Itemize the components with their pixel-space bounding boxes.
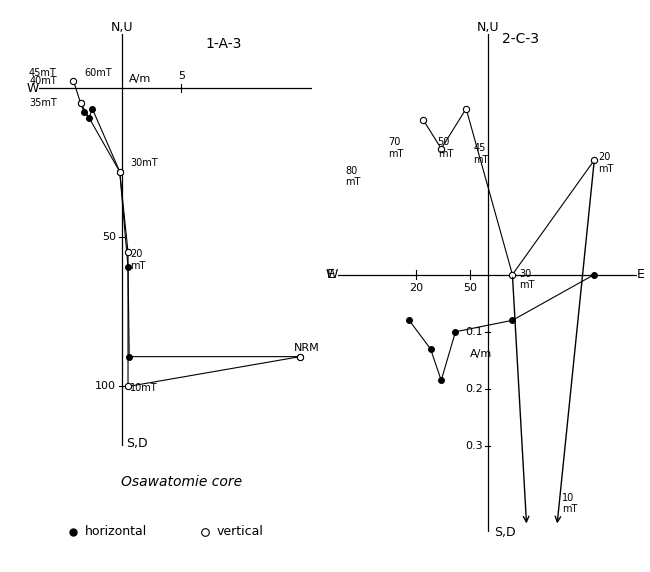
Text: NRM: NRM (294, 343, 320, 353)
Text: N,U: N,U (476, 21, 499, 34)
Text: A/m: A/m (470, 349, 492, 359)
Text: 50
mT: 50 mT (437, 137, 453, 159)
Text: horizontal: horizontal (84, 526, 147, 538)
Text: N,U: N,U (111, 21, 133, 34)
Text: 80
mT: 80 mT (345, 166, 361, 188)
Text: S,D: S,D (125, 437, 148, 450)
Text: 50: 50 (102, 232, 116, 243)
Text: vertical: vertical (216, 526, 263, 538)
Text: 1-A-3: 1-A-3 (205, 37, 242, 51)
Text: 40mT: 40mT (29, 76, 57, 86)
Text: 30mT: 30mT (131, 158, 158, 168)
Text: 60mT: 60mT (84, 69, 112, 78)
Text: 0.1: 0.1 (465, 327, 482, 337)
Text: A/m: A/m (129, 74, 151, 84)
Text: 30
mT: 30 mT (519, 269, 535, 291)
Text: 2-C-3: 2-C-3 (502, 32, 539, 46)
Text: 20
mT: 20 mT (598, 152, 613, 174)
Text: 10
mT: 10 mT (562, 492, 578, 514)
Text: 70
mT: 70 mT (388, 137, 403, 159)
Text: Osawatomie core: Osawatomie core (122, 475, 242, 488)
Text: 45mT: 45mT (29, 69, 57, 78)
Text: 20: 20 (410, 283, 423, 293)
Text: W: W (326, 268, 338, 281)
Text: 50: 50 (463, 283, 476, 293)
Text: S,D: S,D (495, 526, 516, 539)
Text: 100: 100 (95, 382, 116, 391)
Text: E: E (637, 268, 645, 281)
Text: 45
mT: 45 mT (473, 143, 489, 165)
Text: 20
mT: 20 mT (131, 249, 146, 271)
Text: 10mT: 10mT (131, 383, 158, 394)
Text: 5: 5 (178, 70, 185, 81)
Text: 0.2: 0.2 (465, 384, 482, 394)
Text: 35mT: 35mT (29, 98, 57, 109)
Text: 0.3: 0.3 (465, 441, 482, 451)
Text: E: E (326, 268, 335, 281)
Text: W: W (27, 82, 39, 94)
